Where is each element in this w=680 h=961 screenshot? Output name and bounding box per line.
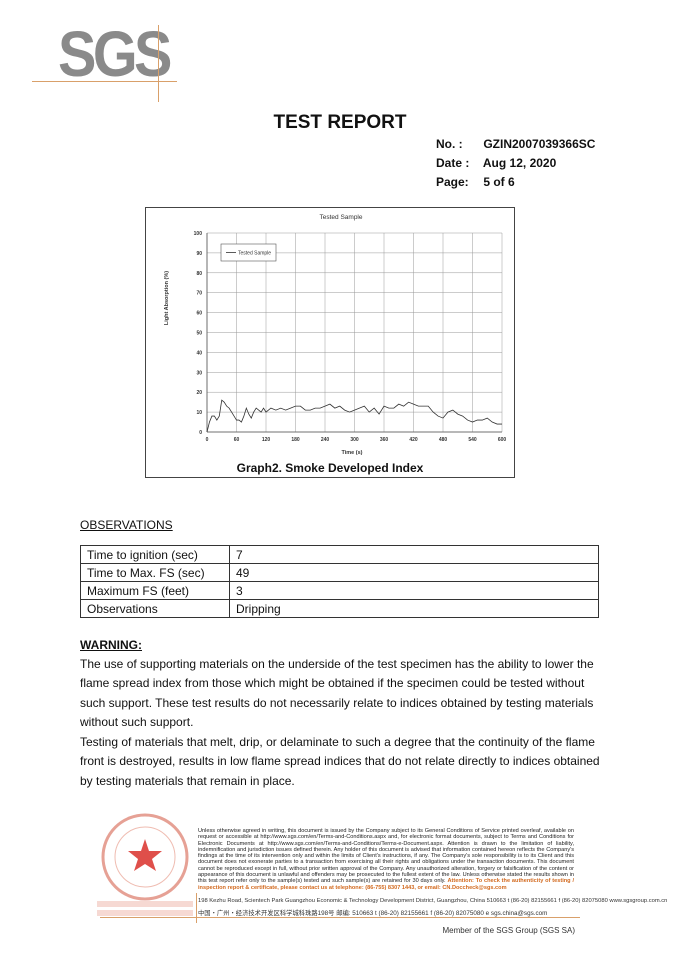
disclaimer-text: Unless otherwise agreed in writing, this… xyxy=(198,828,574,885)
legend: Tested Sample xyxy=(220,243,277,262)
y-tick-label: 80 xyxy=(196,271,202,277)
y-tick-label: 50 xyxy=(196,331,202,337)
table-row: Observations Dripping xyxy=(80,599,599,618)
row-label: Time to ignition (sec) xyxy=(80,545,230,564)
report-date-value: Aug 12, 2020 xyxy=(482,156,557,170)
x-axis-label: Time (s) xyxy=(342,450,363,456)
y-axis-label: Light Absorption (%) xyxy=(164,271,170,325)
footer-disclaimer: Unless otherwise agreed in writing, this… xyxy=(198,828,574,891)
smoke-chart: Tested Sample Light Absorption (%) Time … xyxy=(164,214,507,456)
y-tick-label: 70 xyxy=(196,291,202,297)
series-line-tested-sample xyxy=(206,399,502,433)
table-row: Maximum FS (feet) 3 xyxy=(80,581,599,600)
row-label: Observations xyxy=(80,599,230,618)
y-tick-label: 60 xyxy=(196,311,202,317)
logo-rule-horizontal xyxy=(32,81,177,82)
row-value: Dripping xyxy=(229,599,599,618)
footer-rule xyxy=(100,917,580,918)
company-stamp xyxy=(95,805,195,925)
x-tick-label: 480 xyxy=(439,437,448,443)
row-value: 49 xyxy=(229,563,599,582)
report-number-label: No. : xyxy=(436,137,463,151)
x-tick-label: 600 xyxy=(498,437,507,443)
page-title: TEST REPORT xyxy=(273,112,407,133)
y-tick-label: 100 xyxy=(194,231,203,237)
report-number: No. : GZIN2007039366SC xyxy=(436,137,595,151)
y-tick-label: 0 xyxy=(199,430,202,436)
x-tick-label: 360 xyxy=(380,437,389,443)
x-tick-label: 120 xyxy=(262,437,271,443)
x-tick-label: 420 xyxy=(409,437,418,443)
row-value: 7 xyxy=(229,545,599,564)
warning-title: WARNING: xyxy=(80,638,142,652)
y-tick-label: 40 xyxy=(196,350,202,356)
address-chinese: 中国・广州・经济技术开发区科学城科珠路198号 邮编: 510663 t (86… xyxy=(198,910,548,917)
report-date-label: Date : xyxy=(436,156,470,170)
warning-paragraph-1: The use of supporting materials on the u… xyxy=(80,657,594,729)
logo-rule-vertical xyxy=(158,25,159,102)
member-of-sgs-group: Member of the SGS Group (SGS SA) xyxy=(442,926,576,935)
report-page-value: 5 of 6 xyxy=(483,175,515,189)
x-tick-label: 540 xyxy=(468,437,477,443)
report-number-value: GZIN2007039366SC xyxy=(483,137,596,151)
report-page-label: Page: xyxy=(436,175,469,189)
y-tick-label: 30 xyxy=(196,370,202,376)
row-value: 3 xyxy=(229,581,599,600)
sgs-logo: SGS xyxy=(58,18,172,90)
x-tick-label: 180 xyxy=(291,437,300,443)
y-tick-label: 10 xyxy=(196,410,202,416)
observations-title: OBSERVATIONS xyxy=(80,518,173,532)
x-tick-label: 0 xyxy=(206,437,209,443)
chart-frame: Tested Sample Light Absorption (%) Time … xyxy=(145,207,515,478)
warning-paragraph-2: Testing of materials that melt, drip, or… xyxy=(80,735,600,788)
x-tick-label: 240 xyxy=(321,437,330,443)
y-tick-label: 90 xyxy=(196,251,202,257)
observations-table: Time to ignition (sec) 7 Time to Max. FS … xyxy=(80,545,599,618)
y-tick-label: 20 xyxy=(196,390,202,396)
row-label: Maximum FS (feet) xyxy=(80,581,230,600)
address-english: 198 Kezhu Road, Scientech Park Guangzhou… xyxy=(198,898,668,904)
x-tick-label: 300 xyxy=(350,437,359,443)
report-date: Date : Aug 12, 2020 xyxy=(436,156,556,170)
row-label: Time to Max. FS (sec) xyxy=(80,563,230,582)
legend-label: Tested Sample xyxy=(238,251,271,257)
footer-rule-vertical xyxy=(196,893,197,923)
report-page: Page: 5 of 6 xyxy=(436,175,515,189)
table-row: Time to Max. FS (sec) 49 xyxy=(80,563,599,582)
table-row: Time to ignition (sec) 7 xyxy=(80,545,599,564)
chart-title: Tested Sample xyxy=(320,214,363,221)
chart-caption: Graph2. Smoke Developed Index xyxy=(236,461,424,475)
authenticity-notice: Attention: To check the authenticity of … xyxy=(198,878,575,891)
x-tick-label: 60 xyxy=(234,437,240,443)
